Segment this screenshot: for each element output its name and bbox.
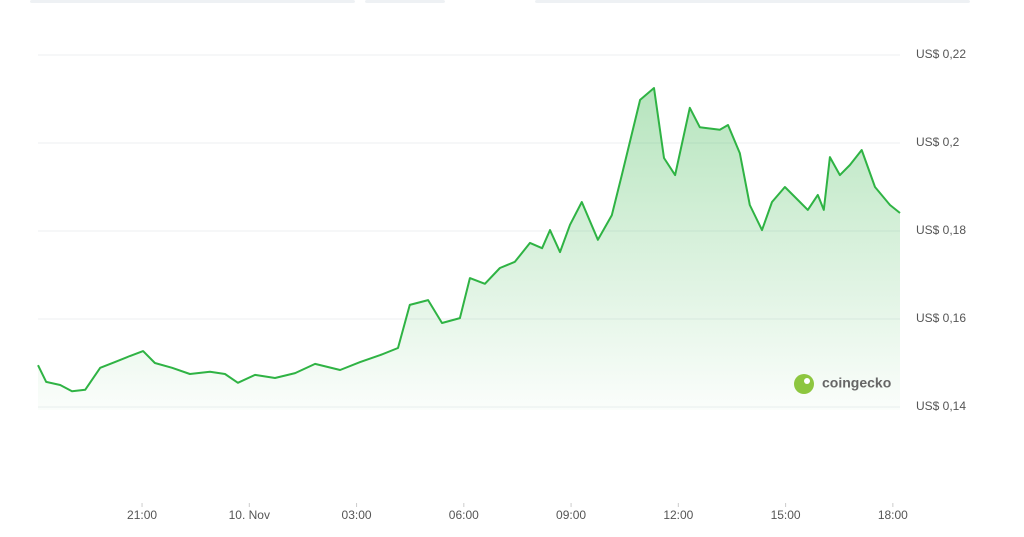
tab[interactable] xyxy=(535,0,970,3)
y-tick-label: US$ 0,14 xyxy=(916,399,966,413)
area xyxy=(38,88,900,410)
watermark: coingecko xyxy=(822,375,891,391)
y-tick-label: US$ 0,22 xyxy=(916,47,966,61)
y-tick-label: US$ 0,18 xyxy=(916,223,966,237)
tab[interactable] xyxy=(30,0,355,3)
x-tick-label: 15:00 xyxy=(771,508,801,522)
x-tick-label: 09:00 xyxy=(556,508,586,522)
x-tick-label: 21:00 xyxy=(127,508,157,522)
tab[interactable] xyxy=(365,0,445,3)
x-tick-label: 12:00 xyxy=(663,508,693,522)
x-tick-label: 10. Nov xyxy=(229,508,270,522)
price-line xyxy=(37,87,901,393)
y-tick-label: US$ 0,16 xyxy=(916,311,966,325)
y-tick-label: US$ 0,2 xyxy=(916,135,960,149)
x-tick-label: 06:00 xyxy=(449,508,479,522)
x-tick-label: 03:00 xyxy=(342,508,372,522)
x-tick-label: 18:00 xyxy=(878,508,908,522)
plot: US$ 0,14 US$ 0,16 US$ 0,18 US$ 0,2 US$ 0,22 2… xyxy=(37,47,966,522)
logo xyxy=(794,374,814,394)
logo-eye xyxy=(804,378,810,384)
